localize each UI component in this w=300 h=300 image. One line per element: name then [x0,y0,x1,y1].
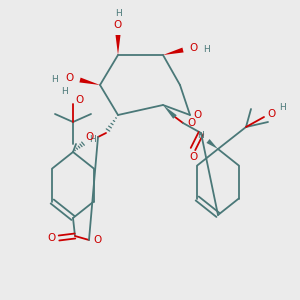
Text: O: O [76,95,84,105]
Polygon shape [80,78,100,85]
Text: H: H [279,103,285,112]
Polygon shape [116,35,121,55]
Text: O: O [114,20,122,30]
Text: O: O [86,132,94,142]
Text: O: O [93,235,101,245]
Text: H: H [52,76,58,85]
Text: H: H [198,131,204,140]
Text: H: H [115,8,122,17]
Polygon shape [206,139,218,149]
Text: O: O [47,233,55,243]
Text: O: O [187,118,195,128]
Text: H: H [204,46,210,55]
Polygon shape [163,105,177,119]
Text: O: O [194,110,202,120]
Text: O: O [189,152,197,162]
Text: H: H [88,136,95,145]
Text: O: O [189,43,197,53]
Text: O: O [268,109,276,119]
Text: O: O [66,73,74,83]
Text: H: H [61,88,68,97]
Polygon shape [163,48,184,55]
